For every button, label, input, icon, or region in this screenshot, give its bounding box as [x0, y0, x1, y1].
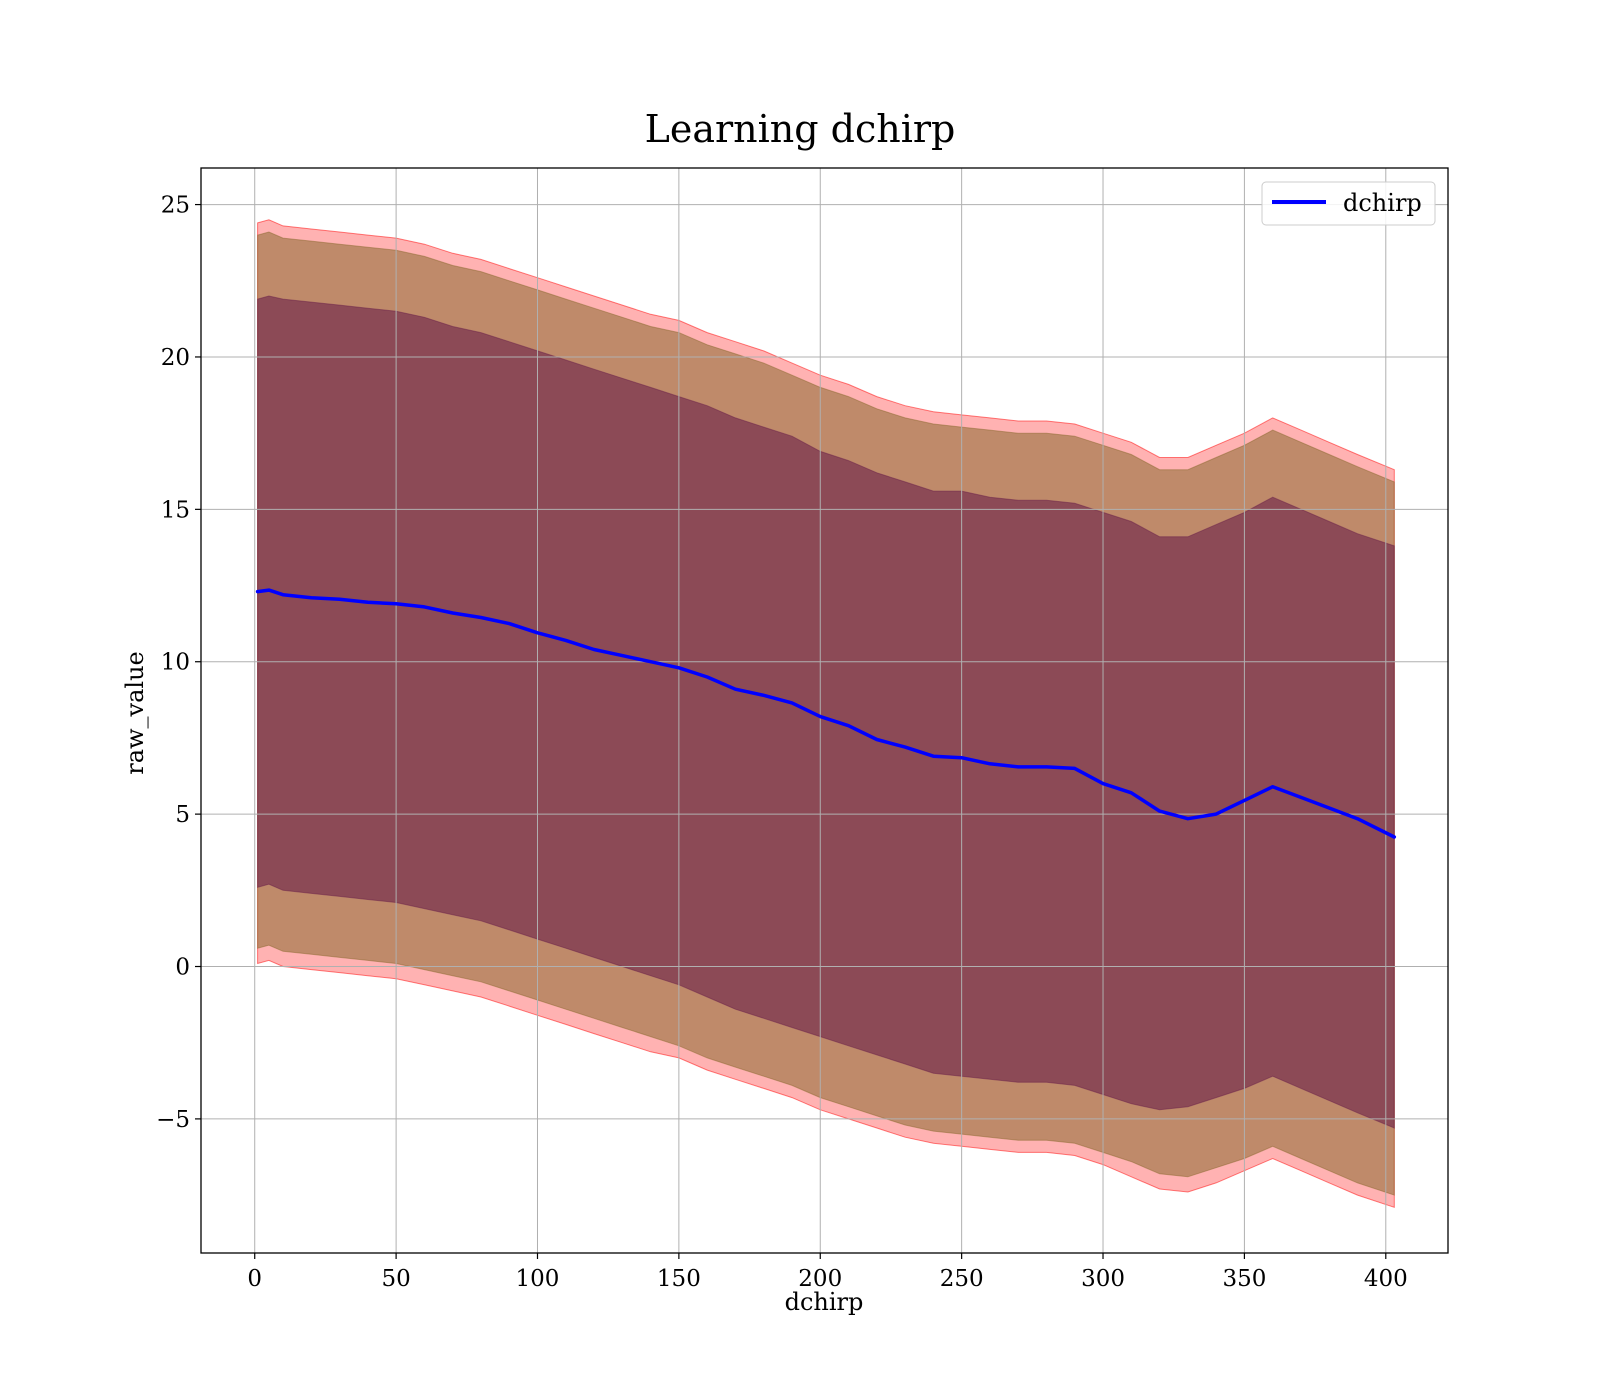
confidence-bands [257, 219, 1395, 1208]
legend-box [1261, 181, 1436, 226]
legend: dchirp [1261, 181, 1436, 226]
series-line-dchirp [255, 588, 1397, 839]
y-tick-label: 25 [161, 193, 190, 219]
x-tick-label: 250 [940, 1266, 984, 1292]
y-tick-label: 5 [175, 802, 190, 828]
x-tick-label: 50 [381, 1266, 410, 1292]
grid-lines [201, 168, 1448, 1253]
band-inner [257, 295, 1395, 1129]
y-tick-label: 0 [175, 955, 190, 981]
x-tick-label: 150 [657, 1266, 701, 1292]
y-tick-label: −5 [156, 1107, 190, 1133]
plot-frame [200, 167, 1449, 1254]
y-tick-label: 10 [161, 650, 190, 676]
x-axis-label: dchirp [785, 1288, 864, 1316]
legend-label-dchirp: dchirp [1343, 189, 1422, 217]
x-tick-label: 400 [1364, 1266, 1408, 1292]
x-tick-label: 300 [1081, 1266, 1125, 1292]
x-tick-label: 100 [516, 1266, 560, 1292]
chart-title: Learning dchirp [645, 107, 956, 151]
x-axis-ticks: 0 50 100 150 200 250 300 350 400 [247, 1253, 1408, 1292]
y-tick-label: 15 [161, 497, 190, 523]
y-tick-label: 20 [161, 345, 190, 371]
y-axis-ticks: −5 0 5 10 15 20 25 [156, 193, 201, 1133]
x-tick-label: 0 [247, 1266, 262, 1292]
x-tick-label: 200 [798, 1266, 842, 1292]
y-axis-label: raw_value [121, 651, 149, 775]
series-lines [255, 588, 1397, 839]
x-tick-label: 350 [1222, 1266, 1266, 1292]
